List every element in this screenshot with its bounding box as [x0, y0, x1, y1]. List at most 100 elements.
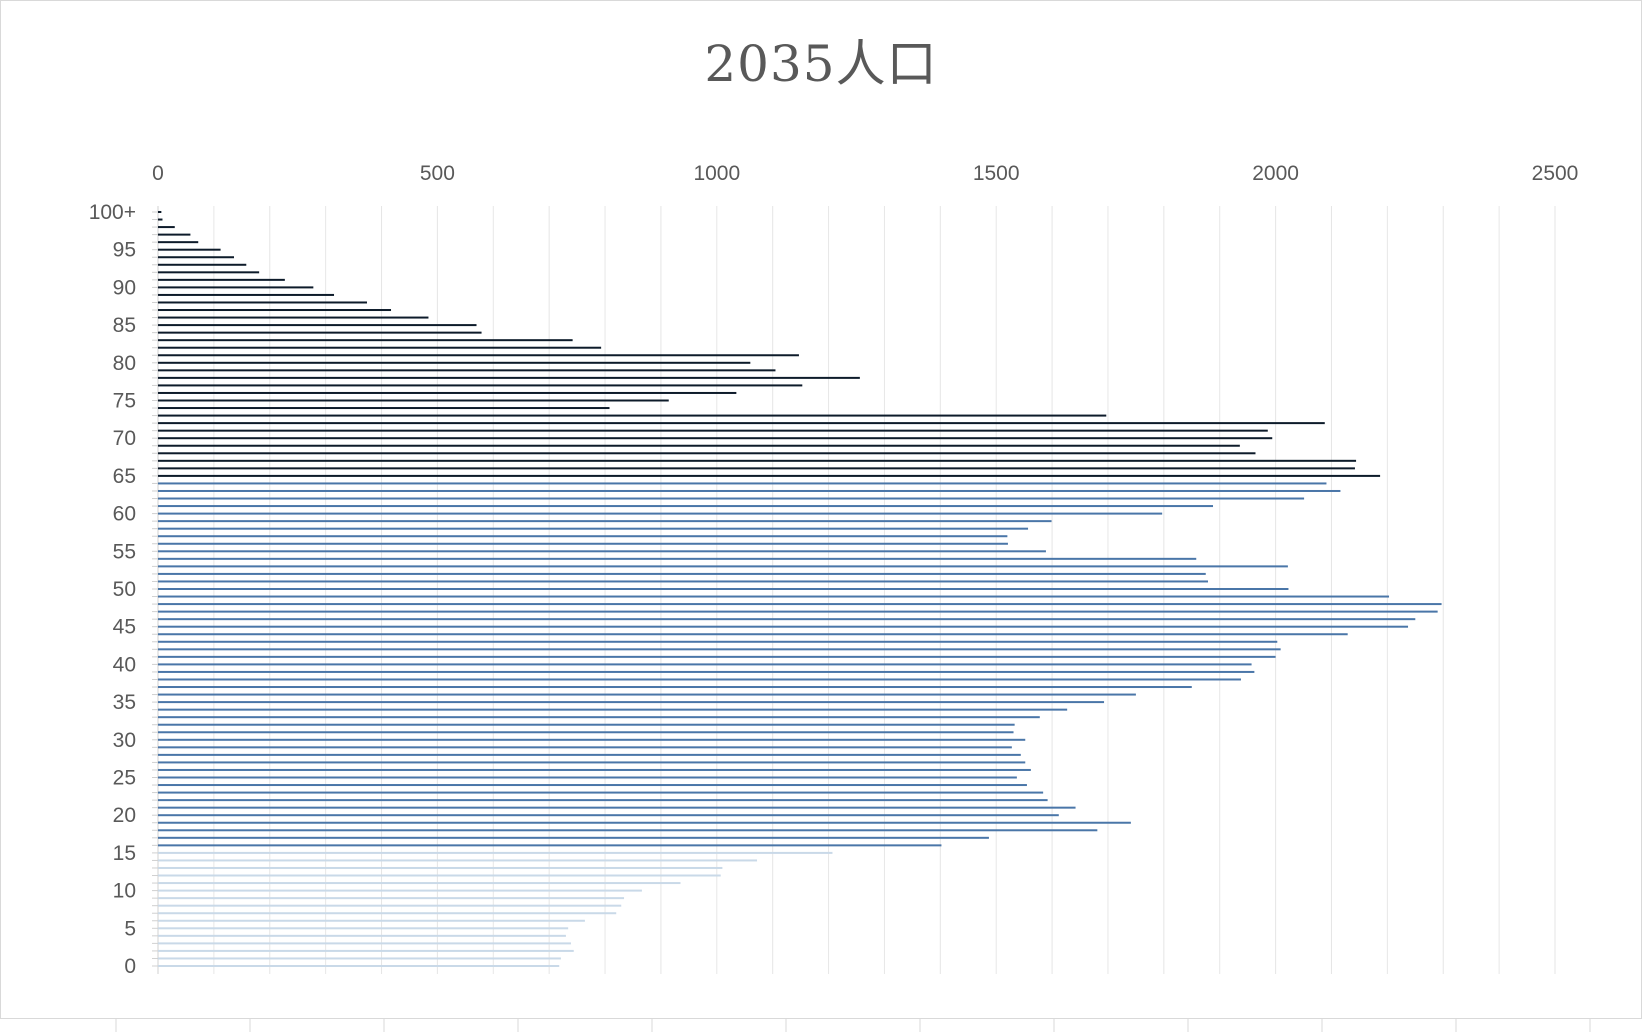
- y-tick-label: 60: [113, 503, 136, 526]
- bar-age-83: [158, 339, 573, 342]
- bar-age-88: [158, 301, 367, 304]
- bar-age-29: [158, 746, 1012, 749]
- bar-age-45: [158, 625, 1409, 628]
- y-tick-label: 90: [113, 276, 136, 299]
- bar-age-66: [158, 467, 1355, 470]
- bar-age-15: [158, 851, 833, 854]
- x-tick-label: 0: [152, 162, 164, 185]
- bar-age-20: [158, 814, 1059, 817]
- bar-age-18: [158, 829, 1098, 832]
- bar-age-63: [158, 489, 1341, 492]
- bar-age-90: [158, 286, 314, 289]
- bar-age-100+: [158, 211, 162, 213]
- bar-age-5: [158, 927, 569, 930]
- bar-age-43: [158, 640, 1278, 643]
- bar-age-14: [158, 859, 758, 862]
- bar-age-55: [158, 550, 1046, 553]
- y-tick-label: 55: [113, 540, 136, 563]
- bar-age-22: [158, 799, 1048, 802]
- bar-age-25: [158, 776, 1017, 779]
- bar-age-96: [158, 241, 199, 244]
- x-tick-label: 1000: [693, 162, 740, 185]
- x-tick-label: 500: [420, 162, 455, 185]
- bar-age-1: [158, 957, 561, 960]
- x-axis-ticks: 0 500 1000 1500 2000 2500: [152, 162, 1578, 185]
- y-tick-label: 20: [113, 804, 136, 827]
- y-tick-label: 15: [113, 842, 136, 865]
- bar-age-3: [158, 942, 571, 945]
- bar-age-37: [158, 686, 1192, 689]
- y-tick-label: 10: [113, 880, 136, 903]
- bar-age-27: [158, 761, 1026, 764]
- bar-age-47: [158, 610, 1438, 613]
- bar-age-79: [158, 369, 776, 372]
- bar-age-10: [158, 889, 642, 892]
- bar-age-64: [158, 482, 1327, 485]
- bar-age-98: [158, 226, 175, 229]
- bar-age-73: [158, 414, 1107, 417]
- bar-age-2: [158, 949, 574, 952]
- bar-age-4: [158, 934, 566, 937]
- bar-age-12: [158, 874, 721, 877]
- bar-age-17: [158, 836, 989, 839]
- bar-age-51: [158, 580, 1208, 583]
- bar-age-62: [158, 497, 1305, 500]
- bar-age-58: [158, 527, 1029, 530]
- x-tick-label: 1500: [973, 162, 1020, 185]
- bar-age-60: [158, 512, 1163, 515]
- bar-age-35: [158, 701, 1105, 704]
- bar-age-85: [158, 324, 477, 327]
- y-axis: [152, 206, 159, 974]
- y-axis-ticks: 0 5 10 15 20 25 30 35 40 45 50 55 60 65 70 75 80 85 90 95 10…: [89, 201, 136, 978]
- x-tick-label: 2000: [1252, 162, 1299, 185]
- bar-age-38: [158, 678, 1241, 681]
- bar-age-95: [158, 248, 221, 251]
- bar-age-36: [158, 693, 1136, 696]
- bar-age-21: [158, 806, 1076, 809]
- y-tick-label: 85: [113, 314, 136, 337]
- bar-age-54: [158, 557, 1197, 560]
- bar-age-16: [158, 844, 942, 847]
- bar-age-86: [158, 316, 429, 319]
- y-tick-label: 65: [113, 465, 136, 488]
- y-tick-label: 30: [113, 729, 136, 752]
- bar-age-61: [158, 505, 1214, 508]
- chart-title: 2035人口: [704, 35, 938, 93]
- bar-age-84: [158, 331, 482, 334]
- bar-age-11: [158, 882, 681, 885]
- bar-age-91: [158, 278, 285, 281]
- bar-age-19: [158, 821, 1131, 824]
- y-tick-label: 35: [113, 691, 136, 714]
- bar-age-24: [158, 784, 1027, 787]
- bar-age-44: [158, 633, 1348, 636]
- bar-age-67: [158, 459, 1357, 462]
- bar-age-87: [158, 309, 392, 312]
- bar-age-7: [158, 912, 617, 915]
- bar-age-93: [158, 263, 247, 266]
- bar-age-71: [158, 429, 1268, 432]
- bar-age-0: [158, 965, 560, 967]
- bar-age-31: [158, 731, 1014, 734]
- y-tick-label: 50: [113, 578, 136, 601]
- bar-age-41: [158, 655, 1276, 658]
- bar-age-9: [158, 897, 625, 900]
- bar-age-75: [158, 399, 669, 402]
- bar-age-50: [158, 588, 1289, 590]
- y-tick-label: 40: [113, 653, 136, 676]
- bar-age-94: [158, 256, 234, 259]
- bar-age-23: [158, 791, 1044, 794]
- y-tick-label: 0: [124, 955, 136, 978]
- bars: [158, 211, 1442, 967]
- bar-age-28: [158, 753, 1021, 756]
- bar-age-6: [158, 919, 585, 922]
- bar-age-40: [158, 663, 1252, 666]
- bar-age-32: [158, 723, 1015, 726]
- bar-age-8: [158, 904, 622, 907]
- bar-age-68: [158, 452, 1256, 455]
- bottom-axis-marks: [115, 1018, 1591, 1032]
- bar-age-97: [158, 233, 191, 236]
- bar-age-65: [158, 474, 1381, 477]
- x-tick-label: 2500: [1532, 162, 1579, 185]
